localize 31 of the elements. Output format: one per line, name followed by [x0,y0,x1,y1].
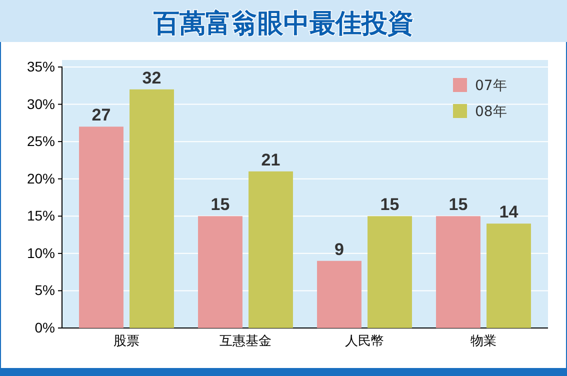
data-label: 27 [92,106,111,125]
legend-label: 07年 [475,78,507,94]
y-tick-label: 20% [26,170,55,186]
bar [79,126,124,328]
data-label: 9 [334,240,344,259]
data-label: 15 [380,195,400,214]
y-tick-label: 5% [34,282,55,298]
legend-label: 08年 [475,104,507,120]
chart-title: 百萬富翁眼中最佳投資 [152,9,414,39]
y-tick-label: 0% [34,319,55,336]
bar [198,216,242,328]
data-label: 15 [210,195,230,214]
y-tick-label: 25% [26,133,55,150]
x-tick-label: 互惠基金 [220,333,272,348]
x-tick-label: 物業 [470,333,496,348]
bar [317,260,362,328]
y-tick-label: 35% [26,58,55,74]
data-label: 21 [261,150,280,170]
data-label: 14 [499,202,519,222]
y-tick-label: 10% [26,244,55,261]
bar [486,224,531,328]
x-tick-label: 股票 [114,333,140,348]
data-label: 32 [142,68,162,88]
data-label: 15 [448,195,468,214]
bar [130,89,174,328]
bar [436,216,480,328]
x-tick-label: 人民幣 [345,333,384,348]
y-tick-label: 30% [26,96,55,112]
y-tick-label: 15% [26,208,55,224]
bar [368,216,412,328]
bar [248,171,293,328]
